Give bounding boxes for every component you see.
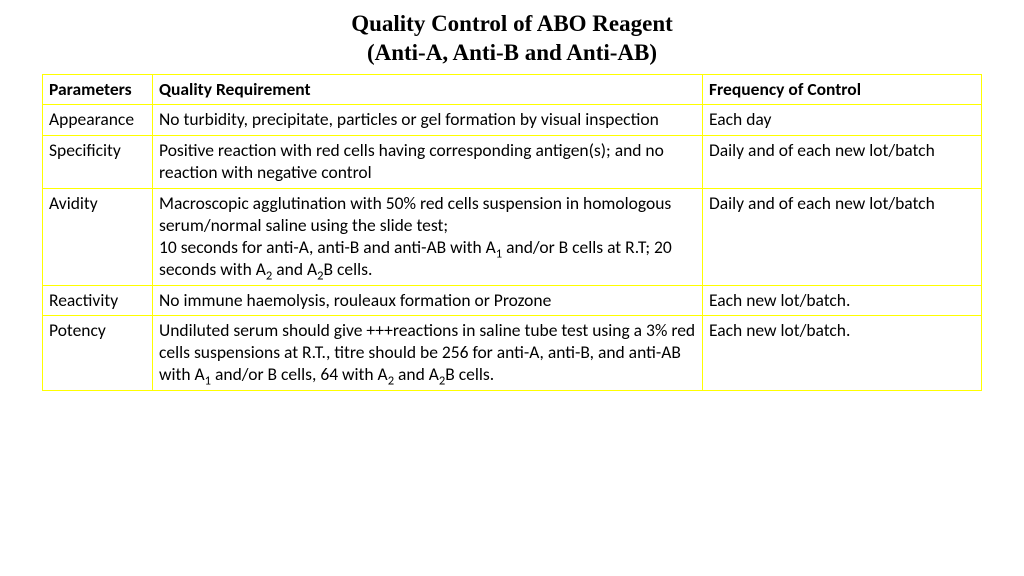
cell-freq: Daily and of each new lot/batch	[703, 189, 982, 286]
col-parameters: Parameters	[43, 74, 153, 105]
cell-freq: Each day	[703, 105, 982, 136]
slide-container: Quality Control of ABO Reagent (Anti-A, …	[0, 0, 1024, 391]
table-row: Specificity Positive reaction with red c…	[43, 136, 982, 189]
cell-param: Avidity	[43, 189, 153, 286]
cell-freq: Each new lot/batch.	[703, 316, 982, 391]
cell-param: Specificity	[43, 136, 153, 189]
table-row: Appearance No turbidity, precipitate, pa…	[43, 105, 982, 136]
title-line-2: (Anti-A, Anti-B and Anti-AB)	[367, 40, 657, 65]
cell-freq: Daily and of each new lot/batch	[703, 136, 982, 189]
cell-req: Positive reaction with red cells having …	[153, 136, 703, 189]
col-frequency: Frequency of Control	[703, 74, 982, 105]
cell-param: Reactivity	[43, 285, 153, 316]
page-title: Quality Control of ABO Reagent (Anti-A, …	[42, 10, 982, 68]
cell-param: Appearance	[43, 105, 153, 136]
table-row: Potency Undiluted serum should give +++r…	[43, 316, 982, 391]
table-header-row: Parameters Quality Requirement Frequency…	[43, 74, 982, 105]
cell-freq: Each new lot/batch.	[703, 285, 982, 316]
cell-req: Undiluted serum should give +++reactions…	[153, 316, 703, 391]
col-quality-requirement: Quality Requirement	[153, 74, 703, 105]
table-row: Avidity Macroscopic agglutination with 5…	[43, 189, 982, 286]
title-line-1: Quality Control of ABO Reagent	[351, 11, 673, 36]
cell-param: Potency	[43, 316, 153, 391]
table-row: Reactivity No immune haemolysis, rouleau…	[43, 285, 982, 316]
cell-req: No turbidity, precipitate, particles or …	[153, 105, 703, 136]
qc-table: Parameters Quality Requirement Frequency…	[42, 74, 982, 392]
cell-req: No immune haemolysis, rouleaux formation…	[153, 285, 703, 316]
cell-req: Macroscopic agglutination with 50% red c…	[153, 189, 703, 286]
table-body: Appearance No turbidity, precipitate, pa…	[43, 105, 982, 391]
